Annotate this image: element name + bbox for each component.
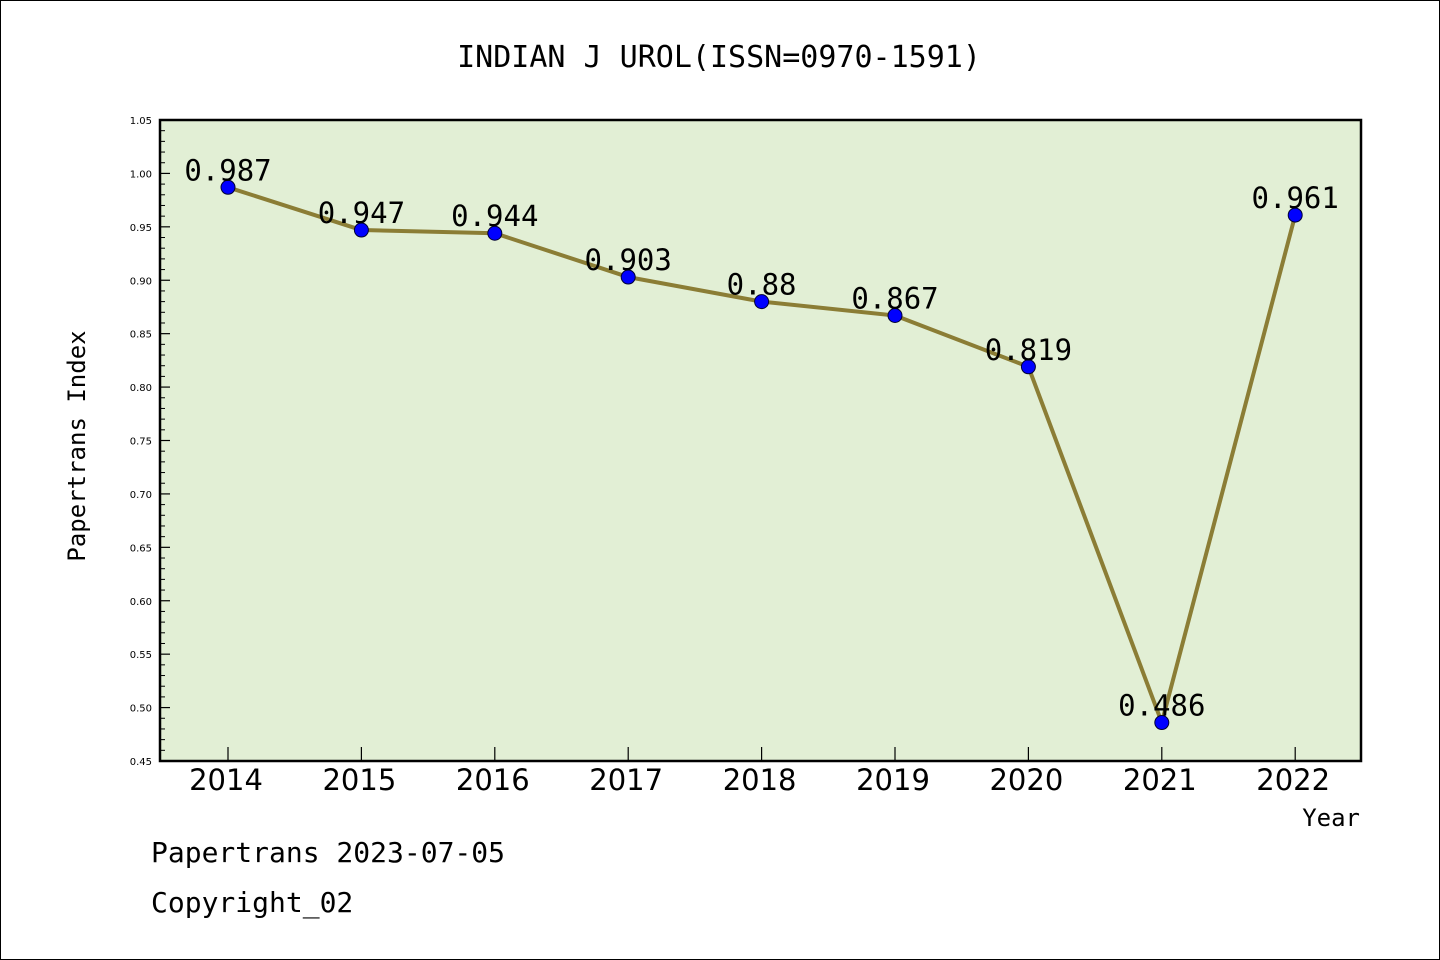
data-point bbox=[887, 308, 903, 324]
y-tick-label: 0.50 bbox=[130, 704, 152, 715]
data-point bbox=[1020, 359, 1036, 375]
x-tick-label: 2018 bbox=[723, 763, 797, 797]
y-tick-label: 0.95 bbox=[130, 223, 152, 234]
y-axis: 0.45 0.50 0.55 0.60 0.65 0.70 0.75 0.80 0.85 0.90… bbox=[130, 116, 170, 768]
x-tick-label: 2019 bbox=[856, 763, 930, 797]
y-tick-label: 0.80 bbox=[130, 383, 152, 394]
y-tick-label: 0.75 bbox=[130, 437, 152, 448]
data-label: 0.944 bbox=[451, 199, 538, 233]
y-tick-label: 0.60 bbox=[130, 597, 152, 608]
footer-date: Papertrans 2023-07-05 bbox=[151, 836, 506, 869]
data-label: 0.867 bbox=[851, 282, 938, 316]
y-tick-label: 0.90 bbox=[130, 276, 152, 287]
y-tick-label: 0.45 bbox=[130, 757, 152, 768]
data-label: 0.947 bbox=[318, 196, 405, 230]
data-label: 0.961 bbox=[1252, 181, 1339, 215]
data-point bbox=[353, 222, 369, 238]
x-axis: 2014 2015 2016 2017 2018 2019 2020 2021 2022 bbox=[189, 747, 1330, 797]
chart-title: INDIAN J UROL(ISSN=0970-1591) bbox=[457, 40, 981, 75]
x-tick-label: 2015 bbox=[322, 763, 396, 797]
data-label: 0.903 bbox=[585, 243, 672, 277]
data-point bbox=[487, 225, 503, 241]
x-tick-label: 2014 bbox=[189, 763, 263, 797]
x-axis-title: Year bbox=[1302, 804, 1360, 832]
footer-copyright: Copyright_02 bbox=[151, 886, 354, 919]
data-markers bbox=[220, 179, 1303, 731]
y-tick-label: 1.05 bbox=[130, 116, 152, 127]
y-tick-label: 0.65 bbox=[130, 543, 152, 554]
x-tick-label: 2021 bbox=[1123, 763, 1197, 797]
y-tick-label: 0.85 bbox=[130, 330, 152, 341]
y-tick-label: 0.70 bbox=[130, 490, 152, 501]
data-label: 0.486 bbox=[1118, 689, 1205, 723]
y-tick-label: 0.55 bbox=[130, 650, 152, 661]
data-point bbox=[1287, 207, 1303, 223]
data-label: 0.987 bbox=[184, 153, 271, 187]
data-point bbox=[220, 179, 236, 195]
data-label: 0.819 bbox=[985, 333, 1072, 367]
data-point bbox=[1154, 715, 1170, 731]
y-axis-title: Papertrans Index bbox=[63, 330, 91, 561]
y-tick-label: 1.00 bbox=[130, 169, 152, 180]
data-point bbox=[620, 269, 636, 285]
data-point bbox=[754, 294, 770, 310]
data-label: 0.88 bbox=[727, 268, 797, 302]
x-tick-label: 2017 bbox=[589, 763, 663, 797]
data-labels: 0.987 0.947 0.944 0.903 0.88 0.867 0.819 0.486 0… bbox=[184, 153, 1339, 722]
x-tick-label: 2022 bbox=[1256, 763, 1330, 797]
x-tick-label: 2020 bbox=[989, 763, 1063, 797]
x-tick-label: 2016 bbox=[456, 763, 530, 797]
